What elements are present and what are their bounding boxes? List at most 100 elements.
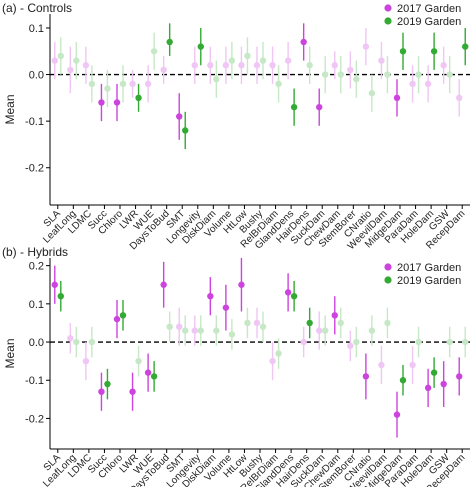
data-point: [244, 319, 251, 327]
data-point: [222, 304, 230, 311]
y-tick-label: 0.2: [29, 261, 44, 273]
y-tick-label: 0.1: [29, 23, 44, 35]
y-tick-label: 0.0: [29, 70, 44, 82]
y-tick-label: -0.2: [25, 163, 44, 175]
data-point: [409, 361, 416, 369]
data-point: [82, 62, 90, 69]
data-point: [275, 350, 282, 357]
data-point: [440, 380, 447, 388]
data-point: [378, 361, 385, 369]
data-point: [415, 338, 422, 346]
data-point: [213, 327, 220, 334]
data-point: [119, 80, 127, 88]
data-point: [213, 76, 220, 83]
data-point: [316, 103, 323, 111]
data-point: [244, 52, 251, 60]
data-point: [238, 62, 245, 69]
legend-marker: [384, 17, 392, 25]
data-point: [207, 62, 214, 69]
data-point: [144, 369, 152, 376]
data-point: [368, 89, 376, 97]
data-point: [462, 338, 469, 346]
data-point: [57, 52, 64, 60]
data-point: [160, 66, 167, 74]
data-point: [259, 57, 267, 64]
data-point: [98, 99, 105, 106]
data-point: [253, 319, 261, 327]
data-point: [290, 103, 298, 111]
data-point: [322, 71, 329, 78]
data-point: [113, 315, 121, 323]
data-point: [228, 331, 236, 338]
legend-label: 2017 Garden: [397, 3, 461, 15]
legend-label: 2017 Garden: [397, 262, 461, 274]
chart-title: (b) - Hybrids: [2, 245, 68, 259]
data-point: [207, 293, 214, 300]
data-point: [222, 62, 230, 69]
legend-marker: [384, 4, 392, 12]
data-point: [347, 66, 354, 74]
data-point: [275, 80, 282, 88]
data-point: [456, 94, 463, 102]
data-point: [150, 48, 158, 55]
data-point: [166, 38, 173, 46]
legend-marker: [384, 263, 392, 271]
data-point: [129, 388, 136, 395]
legend-marker: [384, 276, 392, 284]
data-point: [353, 76, 360, 83]
data-point: [424, 384, 432, 392]
data-point: [82, 357, 90, 365]
data-point: [191, 62, 198, 69]
data-point: [337, 319, 344, 327]
data-point: [306, 62, 313, 69]
y-tick-label: 0.0: [29, 337, 44, 349]
data-point: [300, 38, 307, 46]
data-point: [191, 327, 198, 334]
data-point: [462, 43, 469, 50]
data-point: [51, 281, 58, 288]
data-point: [440, 62, 447, 69]
data-point: [446, 338, 453, 346]
chart-title: (a) - Controls: [2, 1, 72, 15]
data-point: [378, 57, 385, 64]
data-point: [284, 289, 292, 296]
data-point: [150, 373, 158, 380]
data-point: [322, 327, 329, 334]
data-point: [337, 71, 344, 78]
y-tick-label: -0.1: [25, 116, 44, 128]
data-point: [88, 80, 96, 88]
data-point: [409, 80, 416, 88]
data-point: [253, 62, 261, 69]
data-point: [88, 338, 96, 346]
data-point: [393, 411, 401, 418]
data-point: [160, 281, 167, 288]
data-point: [176, 323, 183, 330]
panel-controls: (a) - Controls-0.2-0.10.00.1MeanSLALeafL…: [2, 1, 470, 252]
data-point: [331, 312, 338, 319]
data-point: [144, 80, 152, 88]
data-point: [430, 369, 438, 376]
data-point: [73, 57, 80, 64]
data-point: [135, 94, 142, 102]
data-point: [430, 48, 438, 55]
data-point: [57, 293, 64, 300]
legend-label: 2019 Garden: [397, 275, 461, 287]
data-point: [182, 127, 189, 134]
y-tick-label: -0.2: [25, 413, 44, 425]
data-point: [176, 113, 183, 120]
data-point: [238, 281, 245, 288]
data-point: [104, 380, 111, 388]
data-point: [269, 357, 276, 365]
data-point: [259, 323, 267, 330]
data-point: [446, 71, 453, 78]
y-tick-label: -0.1: [25, 375, 44, 387]
data-point: [316, 327, 323, 334]
data-point: [197, 43, 204, 50]
data-point: [424, 80, 432, 88]
data-point: [166, 323, 173, 330]
data-point: [113, 99, 121, 106]
data-point: [284, 57, 292, 64]
data-point: [98, 388, 105, 395]
